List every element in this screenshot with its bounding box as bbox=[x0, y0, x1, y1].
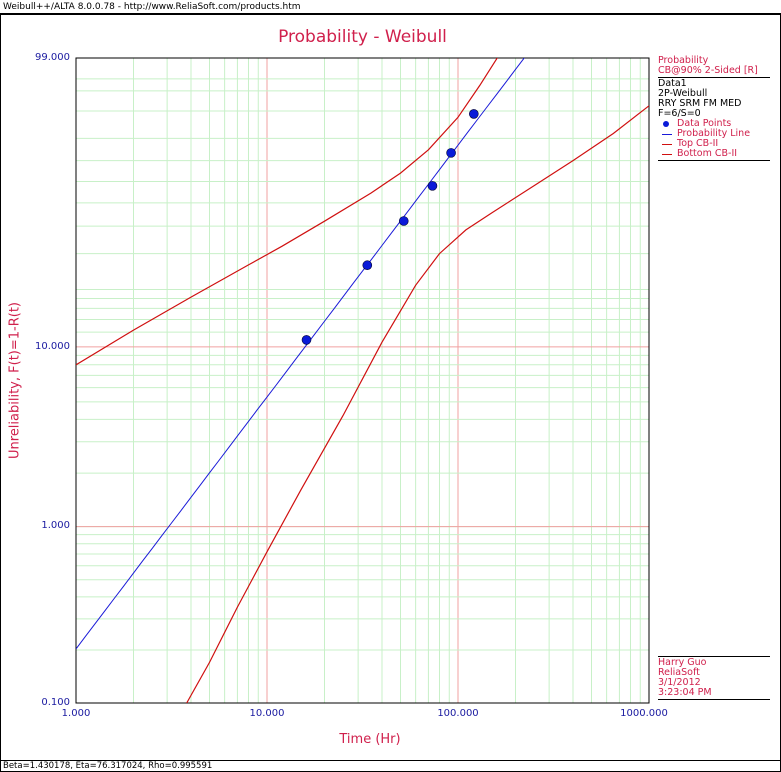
y-tick-label: 10.000 bbox=[35, 341, 70, 352]
legend-method: RRY SRM FM MED bbox=[658, 98, 742, 109]
legend-title: Probability bbox=[658, 55, 709, 66]
info-divider bbox=[658, 656, 770, 657]
plot-area bbox=[75, 57, 650, 704]
data-point-marker-icon bbox=[663, 121, 669, 127]
y-tick-label: 1.000 bbox=[41, 520, 70, 531]
x-tick-label: 100.000 bbox=[437, 708, 479, 719]
chart-title: Probability - Weibull bbox=[278, 27, 447, 47]
legend-counts: F=6/S=0 bbox=[658, 108, 701, 119]
info-date: 3/1/2012 bbox=[658, 677, 701, 688]
legend-label: Top CB-II bbox=[677, 138, 719, 149]
x-tick-label: 1000.000 bbox=[620, 708, 668, 719]
info-user: Harry Guo bbox=[658, 657, 707, 668]
status-bar: Beta=1.430178, Eta=76.317024, Rho=0.9955… bbox=[0, 760, 781, 772]
top-confidence-bound-line bbox=[76, 58, 498, 366]
data-point bbox=[446, 148, 456, 158]
legend-label: Bottom CB-II bbox=[677, 148, 738, 159]
data-point bbox=[469, 109, 479, 119]
window-title-bar: Weibull++/ALTA 8.0.0.78 - http://www.Rel… bbox=[0, 0, 781, 14]
legend-label: Probability Line bbox=[677, 128, 751, 139]
red-line-swatch-icon bbox=[662, 144, 672, 145]
red-line-swatch-icon bbox=[662, 154, 672, 155]
x-axis-title: Time (Hr) bbox=[339, 732, 401, 747]
data-point bbox=[362, 260, 373, 271]
legend-divider bbox=[658, 160, 770, 161]
info-time: 3:23:04 PM bbox=[658, 687, 712, 698]
legend-entry-probability-line: Probability Line bbox=[658, 129, 770, 139]
window-title: Weibull++/ALTA 8.0.0.78 - http://www.Rel… bbox=[3, 2, 301, 12]
x-tick-label: 10.000 bbox=[249, 708, 285, 719]
parameter-readout: Beta=1.430178, Eta=76.317024, Rho=0.9955… bbox=[3, 761, 213, 771]
legend-entry-bottom-cb: Bottom CB-II bbox=[658, 149, 770, 159]
y-tick-label: 0.100 bbox=[41, 697, 70, 708]
data-point bbox=[301, 335, 312, 345]
y-tick-label: 99.000 bbox=[35, 52, 70, 63]
legend-entry-top-cb: Top CB-II bbox=[658, 139, 770, 149]
legend-dataset: Data1 bbox=[658, 78, 687, 89]
y-axis-title: Unreliability, F(t)=1-R(t) bbox=[7, 302, 23, 459]
data-point bbox=[398, 216, 409, 226]
blue-line-swatch-icon bbox=[662, 134, 672, 135]
info-company: ReliaSoft bbox=[658, 667, 700, 678]
legend-subtitle: CB@90% 2-Sided [R] bbox=[658, 65, 758, 76]
legend-model: 2P-Weibull bbox=[658, 88, 708, 99]
bottom-confidence-bound-line bbox=[186, 105, 649, 703]
info-divider bbox=[658, 699, 770, 700]
legend-divider bbox=[658, 77, 770, 78]
legend-entry-data-points: Data Points bbox=[658, 119, 770, 129]
legend-label: Data Points bbox=[677, 118, 732, 129]
x-tick-label: 1.000 bbox=[61, 708, 91, 719]
probability-line bbox=[76, 58, 525, 650]
data-point bbox=[427, 181, 438, 191]
legend: Probability CB@90% 2-Sided [R] Data1 2P-… bbox=[658, 56, 770, 162]
info-panel: Harry Guo ReliaSoft 3/1/2012 3:23:04 PM bbox=[658, 655, 770, 701]
